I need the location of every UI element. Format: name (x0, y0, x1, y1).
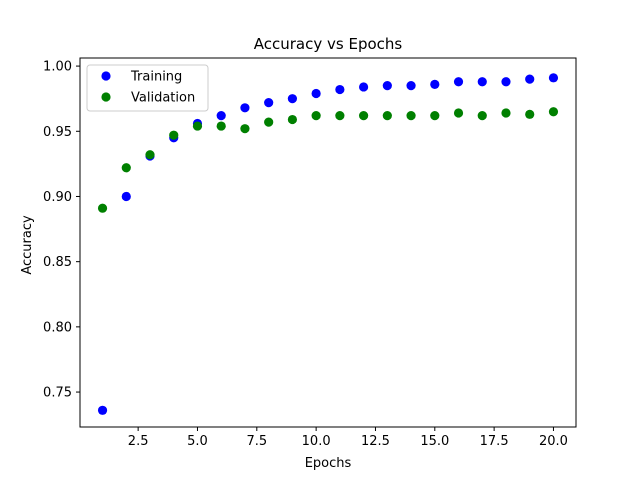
data-point (477, 77, 487, 87)
data-point (548, 73, 559, 83)
data-point (501, 77, 511, 87)
legend-box (86, 64, 209, 112)
data-point (121, 163, 131, 173)
data-point (525, 74, 535, 84)
data-point (121, 191, 131, 202)
data-point (145, 150, 155, 160)
legend-label-training: Training (130, 70, 182, 85)
data-point (358, 111, 369, 121)
y-tick-label: 0.80 (43, 320, 72, 335)
data-point (97, 203, 108, 213)
axes-frame (79, 57, 577, 428)
data-point (548, 107, 559, 117)
data-point (287, 114, 298, 125)
data-point (406, 81, 416, 91)
chart-title: Accuracy vs Epochs (254, 35, 403, 53)
x-axis-label: Epochs (305, 456, 352, 471)
data-point (192, 121, 203, 131)
legend: Training Validation (86, 64, 209, 112)
x-tick-label: 12.5 (361, 434, 390, 449)
data-point (453, 108, 464, 118)
x-tick-label: 15.0 (420, 434, 449, 449)
x-tick-label: 10.0 (302, 434, 331, 449)
y-tick-label: 0.85 (43, 255, 72, 270)
legend-marker-training (101, 71, 111, 81)
y-tick-label: 1.00 (43, 60, 72, 75)
y-axis-label: Accuracy (20, 215, 35, 275)
data-point (97, 405, 108, 415)
data-point (358, 82, 369, 92)
data-point (311, 88, 321, 99)
series-validation (97, 107, 559, 213)
data-point (382, 81, 392, 91)
legend-label-validation: Validation (131, 91, 195, 106)
data-point (216, 121, 226, 131)
y-tick-label: 0.75 (43, 386, 72, 401)
legend-marker-validation (101, 92, 111, 102)
data-point (430, 111, 440, 121)
x-tick-label: 7.5 (246, 434, 267, 449)
data-point (216, 111, 226, 121)
data-point (477, 111, 487, 121)
data-point (335, 84, 345, 95)
data-point (264, 97, 274, 108)
data-point (501, 108, 511, 118)
y-tick-label: 0.95 (43, 125, 72, 140)
data-point (430, 79, 440, 89)
x-tick-label: 2.5 (128, 434, 149, 449)
x-tick-label: 20.0 (539, 434, 568, 449)
x-tick-label: 17.5 (480, 434, 509, 449)
data-point (287, 94, 298, 104)
y-tick-label: 0.90 (43, 190, 72, 205)
data-point (240, 124, 250, 134)
x-tick-label: 5.0 (187, 434, 208, 449)
data-point (240, 103, 250, 113)
data-point (525, 109, 535, 119)
data-point (382, 111, 392, 121)
data-point (335, 111, 345, 121)
plot-area: 2.5 5.0 7.5 10.0 12.5 15.0 17.5 20.0 0.75 0.80 0.8… (43, 57, 577, 449)
data-point (311, 111, 321, 121)
data-point (406, 111, 416, 121)
data-point (264, 117, 274, 127)
data-point (169, 130, 179, 140)
data-point (453, 77, 464, 87)
